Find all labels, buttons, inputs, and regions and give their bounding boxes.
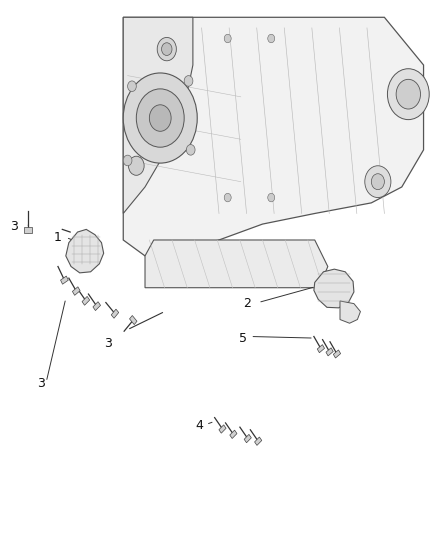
Text: 2: 2 bbox=[244, 297, 251, 310]
Polygon shape bbox=[82, 296, 90, 305]
Circle shape bbox=[128, 156, 144, 175]
Polygon shape bbox=[230, 430, 237, 439]
Text: 3: 3 bbox=[104, 337, 112, 350]
Circle shape bbox=[396, 79, 420, 109]
Text: 5: 5 bbox=[239, 332, 247, 344]
Polygon shape bbox=[111, 309, 119, 318]
Circle shape bbox=[127, 81, 136, 92]
Circle shape bbox=[388, 69, 429, 119]
Polygon shape bbox=[93, 302, 101, 311]
Circle shape bbox=[365, 166, 391, 198]
Circle shape bbox=[224, 193, 231, 202]
Polygon shape bbox=[130, 316, 137, 325]
Polygon shape bbox=[254, 437, 262, 446]
Circle shape bbox=[136, 89, 184, 147]
Polygon shape bbox=[72, 287, 80, 295]
Polygon shape bbox=[340, 301, 360, 323]
Polygon shape bbox=[66, 229, 104, 273]
Polygon shape bbox=[219, 425, 226, 433]
Polygon shape bbox=[244, 434, 251, 443]
Circle shape bbox=[123, 73, 197, 163]
Circle shape bbox=[224, 34, 231, 43]
Text: 3: 3 bbox=[11, 220, 18, 233]
Circle shape bbox=[268, 193, 275, 202]
Text: 4: 4 bbox=[195, 419, 203, 432]
Polygon shape bbox=[123, 17, 424, 256]
Polygon shape bbox=[60, 276, 68, 284]
Polygon shape bbox=[314, 269, 354, 308]
Circle shape bbox=[268, 34, 275, 43]
Polygon shape bbox=[123, 17, 193, 214]
Circle shape bbox=[123, 155, 132, 166]
Circle shape bbox=[162, 43, 172, 55]
Polygon shape bbox=[145, 240, 328, 288]
Polygon shape bbox=[317, 345, 325, 353]
Circle shape bbox=[157, 37, 177, 61]
Text: 1: 1 bbox=[54, 231, 62, 244]
Circle shape bbox=[186, 144, 195, 155]
Polygon shape bbox=[333, 350, 341, 358]
Polygon shape bbox=[326, 348, 333, 356]
Circle shape bbox=[371, 174, 385, 190]
Text: 3: 3 bbox=[37, 377, 45, 390]
Circle shape bbox=[184, 76, 193, 86]
Circle shape bbox=[149, 105, 171, 131]
Bar bbox=[24, 227, 32, 233]
